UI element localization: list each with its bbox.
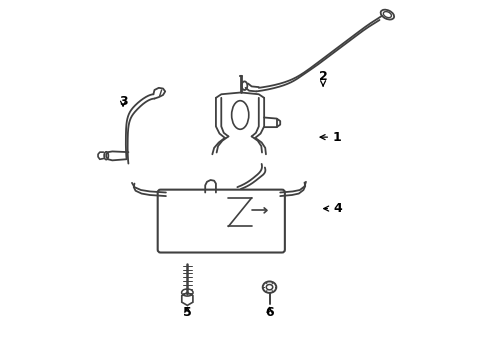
Text: 2: 2 [318, 70, 327, 86]
Text: 3: 3 [119, 95, 127, 108]
Text: 4: 4 [323, 202, 341, 215]
Text: 5: 5 [183, 306, 191, 319]
Text: 1: 1 [320, 131, 341, 144]
Text: 6: 6 [264, 306, 273, 319]
